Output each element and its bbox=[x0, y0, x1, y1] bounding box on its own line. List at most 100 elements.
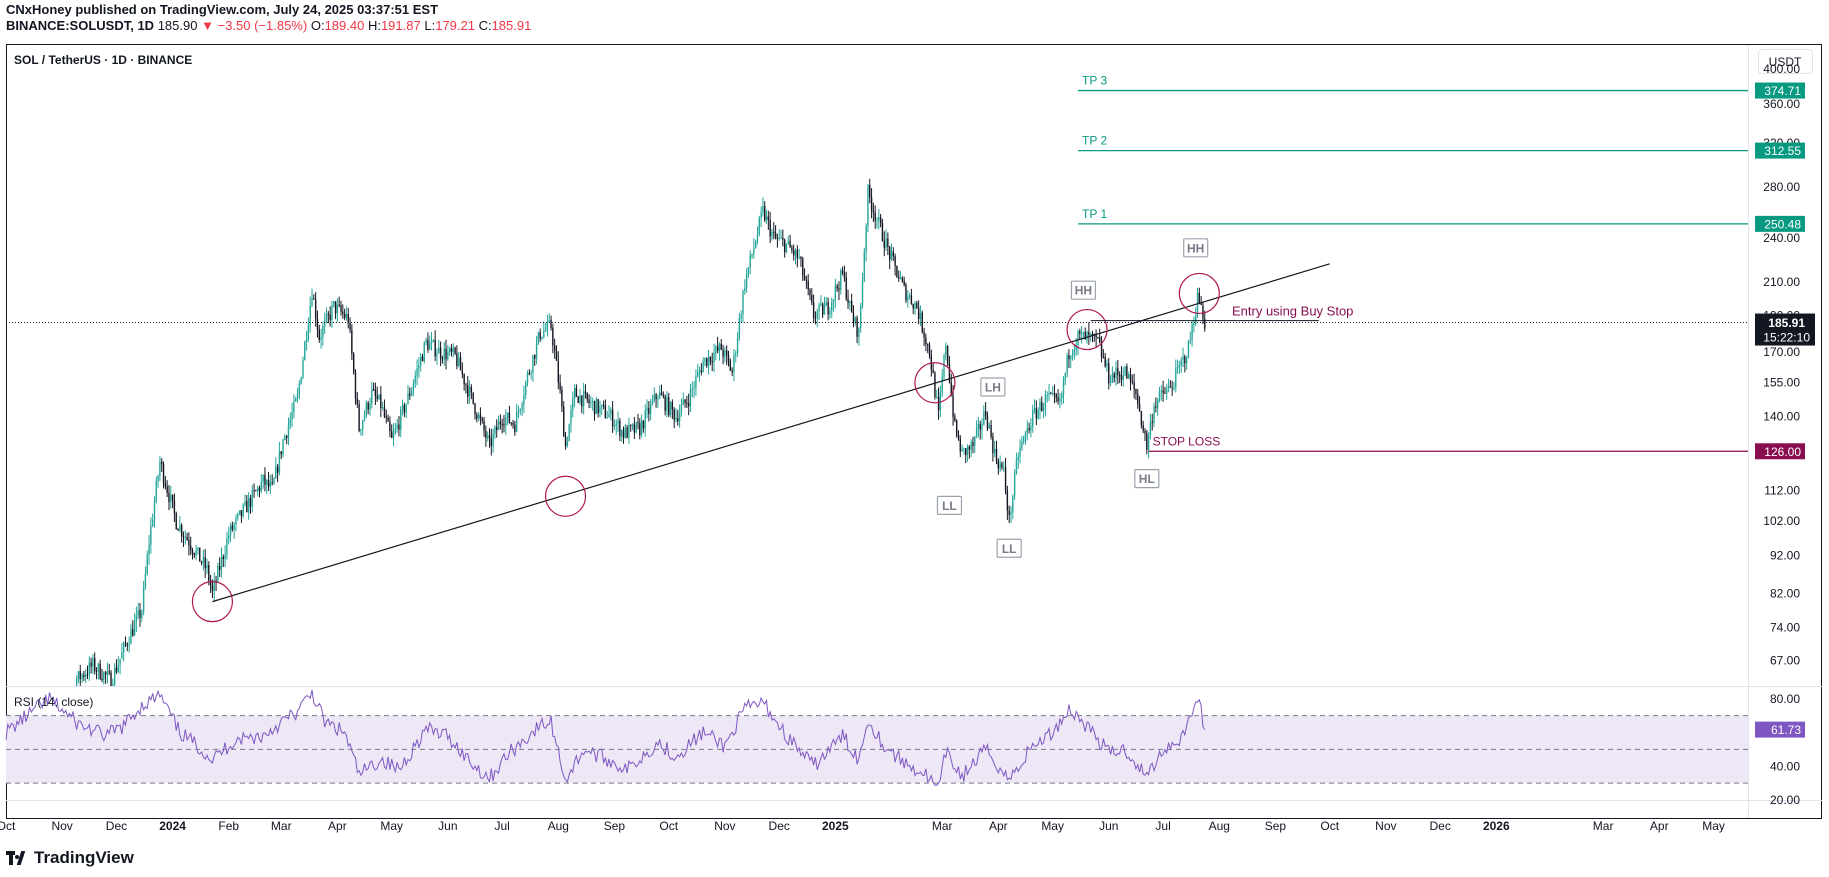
candle-body bbox=[847, 298, 849, 304]
candle-body bbox=[1044, 395, 1047, 408]
candle-body bbox=[220, 556, 223, 570]
candle-body bbox=[81, 674, 83, 680]
candle-body bbox=[242, 504, 244, 516]
candle-body bbox=[231, 525, 234, 530]
tradingview-logo[interactable]: TradingView bbox=[6, 848, 134, 868]
candle-body bbox=[488, 435, 491, 439]
touch-circle bbox=[914, 362, 956, 404]
candle-body bbox=[843, 273, 846, 278]
bar-countdown: 15:22:10 bbox=[1763, 331, 1810, 345]
candle-body bbox=[126, 644, 129, 646]
candle-body bbox=[711, 361, 713, 363]
candle-body bbox=[179, 525, 181, 531]
candle-body bbox=[144, 573, 147, 587]
candle-body bbox=[637, 422, 639, 424]
candle-body bbox=[876, 220, 878, 222]
candle-body bbox=[700, 370, 703, 373]
rsi-tick-label: 20.00 bbox=[1770, 793, 1800, 807]
time-tick-label: 2025 bbox=[822, 819, 849, 833]
candle-body bbox=[79, 671, 81, 680]
candle-body bbox=[468, 386, 471, 397]
candle-body bbox=[943, 355, 945, 378]
candle-body bbox=[666, 397, 668, 411]
candle-body bbox=[1167, 386, 1170, 390]
change-value: ▼ −3.50 (−1.85%) bbox=[201, 18, 308, 33]
time-tick-label: Nov bbox=[51, 819, 72, 833]
candle-body bbox=[773, 231, 775, 233]
candle-body bbox=[599, 406, 601, 414]
currency-button[interactable]: USDT bbox=[1758, 49, 1813, 74]
candle-body bbox=[1006, 490, 1009, 511]
candle-body bbox=[1082, 332, 1085, 334]
candle-body bbox=[756, 233, 759, 242]
publisher-line: CNxHoney published on TradingView.com, J… bbox=[6, 2, 439, 17]
candle-body bbox=[796, 250, 799, 259]
candle-body bbox=[108, 671, 110, 673]
candle-body bbox=[916, 302, 918, 308]
candle-body bbox=[816, 311, 818, 319]
candle-body bbox=[809, 289, 811, 296]
candlestick-series bbox=[75, 178, 1206, 686]
candle-body bbox=[771, 231, 773, 237]
candle-body bbox=[669, 402, 672, 416]
candle-body bbox=[716, 346, 719, 351]
candle-body bbox=[1021, 442, 1023, 448]
candle-body bbox=[691, 388, 693, 390]
candle-body bbox=[1039, 401, 1041, 411]
candle-body bbox=[974, 436, 976, 447]
price-tick-label: 102.00 bbox=[1763, 514, 1800, 528]
time-tick-label: Apr bbox=[328, 819, 347, 833]
candle-body bbox=[94, 658, 96, 671]
price-tick-label: 155.00 bbox=[1763, 376, 1800, 390]
candle-body bbox=[617, 420, 619, 424]
candle-body bbox=[573, 388, 576, 399]
candle-body bbox=[191, 549, 194, 554]
candle-body bbox=[296, 394, 299, 399]
candle-body bbox=[376, 396, 378, 399]
candle-body bbox=[209, 580, 212, 586]
candle-body bbox=[753, 247, 755, 254]
candle-body bbox=[200, 561, 203, 563]
candle-body bbox=[419, 356, 422, 366]
candle-body bbox=[1095, 333, 1097, 338]
candle-body bbox=[898, 277, 900, 279]
candle-body bbox=[204, 557, 206, 569]
candle-body bbox=[132, 629, 134, 636]
candle-body bbox=[856, 317, 858, 337]
candle-body bbox=[363, 415, 366, 421]
candle-body bbox=[438, 347, 440, 354]
candle-body bbox=[553, 345, 556, 351]
candle-body bbox=[416, 368, 418, 376]
candle-body bbox=[635, 422, 637, 433]
time-tick-label: Mar bbox=[271, 819, 292, 833]
candle-body bbox=[505, 417, 507, 426]
candle-body bbox=[271, 482, 273, 484]
candle-body bbox=[1124, 366, 1126, 376]
rsi-badge: 61.73 bbox=[1771, 723, 1801, 737]
candle-body bbox=[774, 232, 777, 238]
candle-body bbox=[501, 424, 503, 426]
candle-body bbox=[434, 339, 436, 357]
stop-loss-badge: 126.00 bbox=[1764, 445, 1801, 459]
candle-body bbox=[575, 388, 578, 397]
candle-body bbox=[738, 317, 741, 338]
candle-body bbox=[592, 401, 594, 403]
candle-body bbox=[655, 394, 657, 400]
candle-body bbox=[381, 407, 384, 409]
price-tick-label: 92.00 bbox=[1770, 548, 1800, 562]
candle-body bbox=[671, 402, 674, 410]
time-tick-label: Dec bbox=[106, 819, 127, 833]
candle-body bbox=[450, 348, 453, 352]
time-tick-label: 2024 bbox=[159, 819, 186, 833]
candle-body bbox=[525, 382, 527, 396]
candle-body bbox=[260, 482, 263, 492]
candle-body bbox=[798, 257, 800, 259]
candle-body bbox=[1070, 355, 1072, 360]
candle-body bbox=[360, 429, 362, 431]
candle-body bbox=[769, 220, 771, 237]
candle-body bbox=[927, 344, 929, 346]
time-tick-label: Jun bbox=[438, 819, 457, 833]
candle-body bbox=[255, 490, 257, 492]
candle-body bbox=[246, 501, 248, 513]
